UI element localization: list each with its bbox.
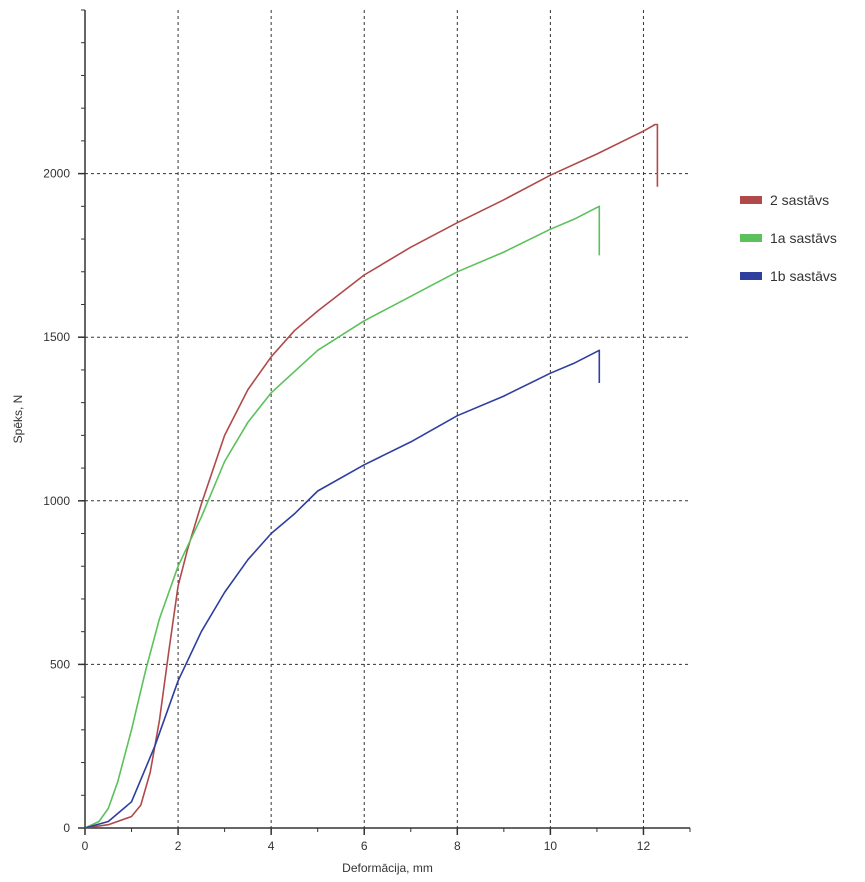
series-line-3 xyxy=(84,349,601,829)
x-tick-label: 0 xyxy=(82,839,89,853)
y-axis-title: Spēks, N xyxy=(11,395,25,444)
series-line-2 xyxy=(84,205,601,829)
x-tick-label: 10 xyxy=(544,839,558,853)
x-tick-label: 12 xyxy=(637,839,651,853)
legend-swatch xyxy=(740,196,762,204)
series-line-1 xyxy=(84,123,659,829)
axes: 0 2 4 6 8 10 12 0 500 1000 1500 2000 xyxy=(43,9,691,853)
x-tick-label: 8 xyxy=(454,839,461,853)
y-tick-label: 0 xyxy=(63,821,70,835)
grid xyxy=(85,10,690,828)
legend-label: 1b sastāvs xyxy=(770,268,837,284)
y-tick-label: 1500 xyxy=(43,330,70,344)
legend-swatch xyxy=(740,234,762,242)
legend-label: 2 sastāvs xyxy=(770,192,829,208)
x-axis-title: Deformācija, mm xyxy=(342,861,433,875)
x-tick-label: 2 xyxy=(175,839,182,853)
x-tick-label: 6 xyxy=(361,839,368,853)
y-tick-label: 2000 xyxy=(43,167,70,181)
legend-swatch xyxy=(740,272,762,280)
y-tick-label: 1000 xyxy=(43,494,70,508)
x-tick-label: 4 xyxy=(268,839,275,853)
legend: 2 sastāvs 1a sastāvs 1b sastāvs xyxy=(740,192,837,284)
series-lines xyxy=(84,123,659,829)
legend-label: 1a sastāvs xyxy=(770,230,837,246)
y-tick-label: 500 xyxy=(50,657,70,671)
